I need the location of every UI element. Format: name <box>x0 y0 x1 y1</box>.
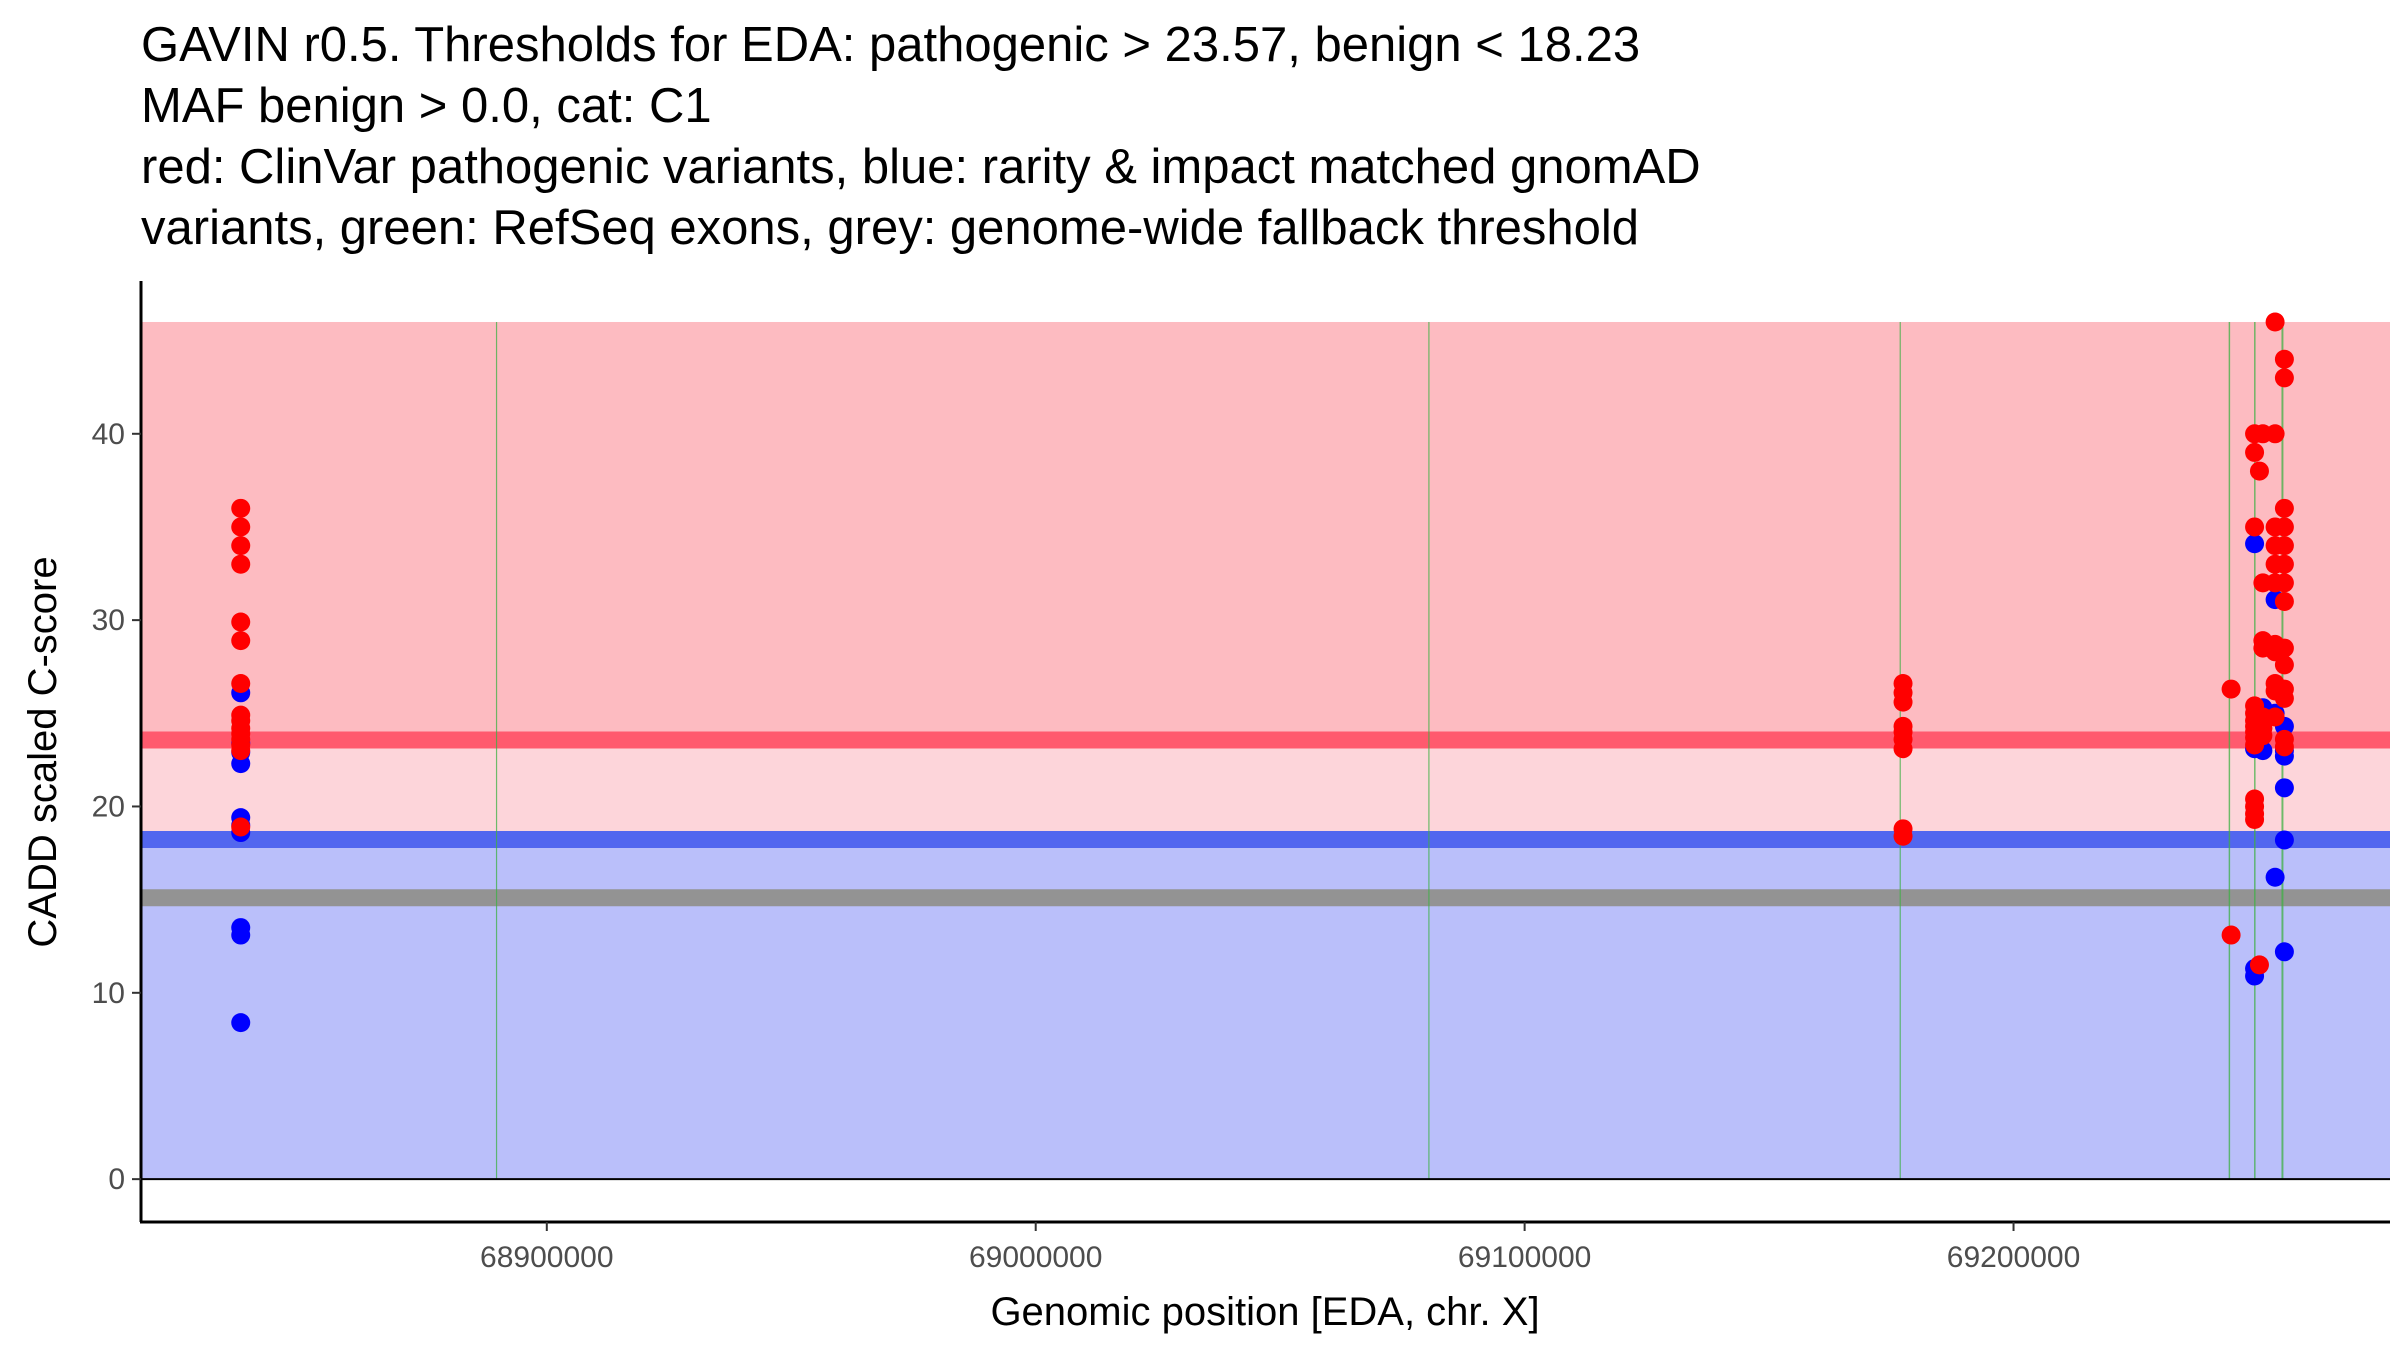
clinvar-variant-point <box>2265 312 2285 332</box>
x-tick-label: 68900000 <box>480 1241 613 1274</box>
y-axis-title: CADD scaled C-score <box>21 556 65 947</box>
clinvar-variant-point <box>2274 655 2294 675</box>
clinvar-variant-point <box>2274 498 2294 518</box>
title-line-1: GAVIN r0.5. Thresholds for EDA: pathogen… <box>141 18 1640 72</box>
clinvar-variant-point <box>2274 591 2294 611</box>
shaded-regions <box>141 321 2390 1180</box>
x-tick-label: 69200000 <box>1947 1241 2080 1274</box>
clinvar-variant-point <box>2221 925 2241 945</box>
clinvar-variant-point <box>2265 424 2285 444</box>
clinvar-variant-point <box>231 612 251 632</box>
y-tick-label: 0 <box>108 1163 125 1196</box>
clinvar-variant-point <box>1893 739 1913 759</box>
clinvar-variant-point <box>2274 517 2294 537</box>
clinvar-variant-point <box>231 631 251 651</box>
y-tick-label: 30 <box>92 604 125 637</box>
clinvar-variant-point <box>2249 955 2269 975</box>
clinvar-variant-point <box>2274 688 2294 708</box>
clinvar-variant-point <box>2274 554 2294 574</box>
x-tick-label: 69100000 <box>1458 1241 1591 1274</box>
clinvar-variant-point <box>1893 826 1913 846</box>
clinvar-variant-point <box>231 536 251 556</box>
gnomad-variant-point <box>231 925 251 945</box>
gnomad-variant-point <box>231 1013 251 1033</box>
gnomad-variant-point <box>2274 778 2294 798</box>
y-tick-label: 10 <box>92 977 125 1010</box>
clinvar-variant-point <box>2249 461 2269 481</box>
gnomad-variant-point <box>2265 867 2285 887</box>
clinvar-variant-point <box>2245 810 2265 830</box>
chart-title: GAVIN r0.5. Thresholds for EDA: pathogen… <box>141 18 1701 255</box>
plot-panel <box>141 312 2390 1181</box>
clinvar-variant-point <box>231 517 251 537</box>
clinvar-variant-point <box>2253 726 2273 746</box>
clinvar-variant-point <box>1893 692 1913 712</box>
x-axis-ticks: 68900000 69000000 69100000 69200000 <box>480 1222 2080 1274</box>
gnomad-variant-point <box>2245 534 2265 554</box>
x-axis-title: Genomic position [EDA, chr. X] <box>990 1290 1539 1334</box>
x-axis: 68900000 69000000 69100000 69200000 <box>140 1220 2390 1274</box>
title-line-4: variants, green: RefSeq exons, grey: gen… <box>141 201 1639 255</box>
gnomad-variant-point <box>2274 830 2294 850</box>
title-line-2: MAF benign > 0.0, cat: C1 <box>141 79 712 133</box>
x-tick-label: 69000000 <box>969 1241 1102 1274</box>
clinvar-variant-point <box>2274 536 2294 556</box>
clinvar-variant-point <box>231 817 251 837</box>
pathogenic-region <box>141 321 2390 740</box>
y-axis-ticks: 0 10 20 30 40 <box>92 418 141 1196</box>
title-line-3: red: ClinVar pathogenic variants, blue: … <box>141 140 1701 194</box>
y-tick-label: 40 <box>92 418 125 451</box>
clinvar-variant-point <box>2274 349 2294 369</box>
clinvar-variant-point <box>2274 368 2294 388</box>
clinvar-variant-point <box>2245 517 2265 537</box>
clinvar-variant-point <box>2274 573 2294 593</box>
clinvar-variant-point <box>231 741 251 761</box>
clinvar-variant-point <box>2245 442 2265 462</box>
clinvar-variant-point <box>2265 707 2285 727</box>
clinvar-variant-point <box>231 554 251 574</box>
clinvar-variant-point <box>2274 638 2294 658</box>
y-axis: 0 10 20 30 40 <box>92 281 143 1222</box>
y-tick-label: 20 <box>92 790 125 823</box>
exon-line <box>2228 321 2231 1180</box>
exon-line <box>1428 321 1430 1180</box>
clinvar-variant-point <box>2221 679 2241 699</box>
gnomad-variant-point <box>2274 942 2294 962</box>
clinvar-variant-point <box>231 498 251 518</box>
data-points <box>231 312 2294 1033</box>
exon-line <box>495 321 498 1180</box>
gnomad-variant-point <box>231 754 251 774</box>
threshold-lines <box>141 731 2390 907</box>
uncertain-region <box>141 739 2390 840</box>
clinvar-variant-point <box>231 673 251 693</box>
clinvar-variant-point <box>2274 737 2294 757</box>
clinvar-variant-series <box>231 312 2294 975</box>
